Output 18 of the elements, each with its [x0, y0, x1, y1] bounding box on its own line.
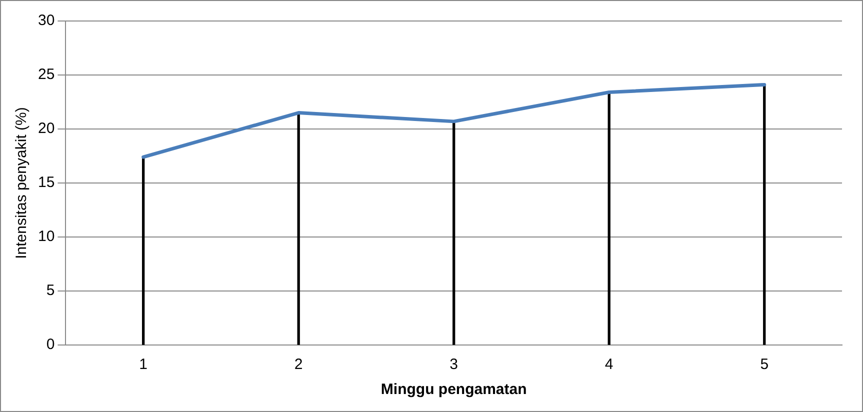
y-tick-label: 25: [38, 66, 55, 84]
bar: [608, 92, 610, 345]
x-tick-label: 5: [760, 356, 769, 374]
x-tick-label: 1: [139, 356, 148, 374]
y-tick-label: 20: [38, 120, 55, 138]
y-tick-label: 15: [38, 174, 55, 192]
x-tick-label: 2: [294, 356, 303, 374]
bar: [763, 84, 766, 345]
y-tick-label: 10: [38, 228, 55, 246]
bar: [452, 121, 456, 345]
y-axis-title: Intensitas penyakit (%): [13, 107, 30, 259]
x-axis-title: Minggu pengamatan: [380, 381, 527, 398]
y-tick-label: 30: [38, 12, 55, 30]
y-tick-label: 0: [46, 336, 55, 354]
bar: [142, 156, 145, 345]
x-tick-label: 4: [604, 356, 614, 374]
y-tick-label: 5: [46, 282, 55, 300]
x-tick-label: 3: [450, 356, 458, 374]
